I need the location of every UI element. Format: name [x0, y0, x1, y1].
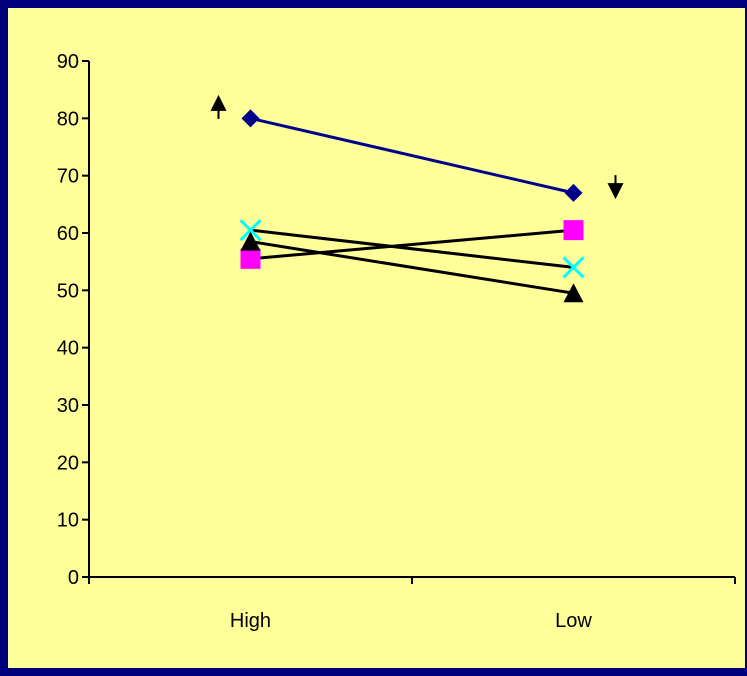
x-tick-label: High: [230, 610, 271, 632]
data-point: [563, 283, 584, 303]
x-tick-label: Low: [555, 610, 592, 632]
y-tick-label: 80: [57, 108, 79, 130]
data-point: [240, 231, 261, 251]
data-point: [562, 256, 585, 279]
y-tick-label: 40: [57, 338, 79, 360]
data-point: [564, 183, 583, 202]
data-point: [240, 248, 261, 269]
arrow-down-icon: [607, 175, 624, 200]
series-line: [250, 116, 574, 195]
y-tick-label: 20: [57, 452, 79, 474]
y-tick-label: 90: [57, 51, 79, 73]
y-tick-label: 50: [57, 280, 79, 302]
y-tick-label: 0: [68, 567, 79, 589]
data-point: [241, 109, 260, 128]
data-point: [563, 220, 584, 241]
y-tick-label: 60: [57, 223, 79, 245]
y-tick-label: 70: [57, 166, 79, 188]
chart-area: 0 10 20 30 40 50 60 70 80 90 High Low: [8, 8, 745, 668]
data-point: [239, 219, 262, 242]
series-line: [250, 228, 574, 261]
y-tick-label: 30: [57, 395, 79, 417]
series-line: [250, 228, 574, 269]
arrow-up-icon: [210, 94, 227, 119]
series-line: [250, 240, 574, 295]
line-chart: 0 10 20 30 40 50 60 70 80 90 High Low: [57, 51, 736, 632]
y-tick-label: 10: [57, 510, 79, 532]
